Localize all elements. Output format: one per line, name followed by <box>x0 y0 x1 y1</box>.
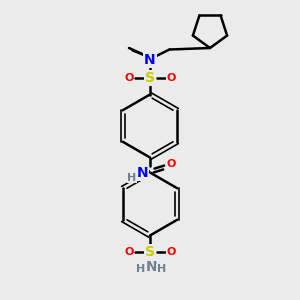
Text: O: O <box>167 159 176 169</box>
Text: N: N <box>146 260 157 274</box>
Text: O: O <box>166 73 176 83</box>
Text: O: O <box>166 247 176 257</box>
Text: H: H <box>136 264 146 274</box>
Text: S: S <box>145 71 155 85</box>
Text: S: S <box>145 245 155 259</box>
Text: O: O <box>124 73 134 83</box>
Text: H: H <box>128 172 136 183</box>
Text: O: O <box>124 247 134 257</box>
Text: N: N <box>137 166 148 180</box>
Text: N: N <box>144 53 156 67</box>
Text: H: H <box>157 264 166 274</box>
